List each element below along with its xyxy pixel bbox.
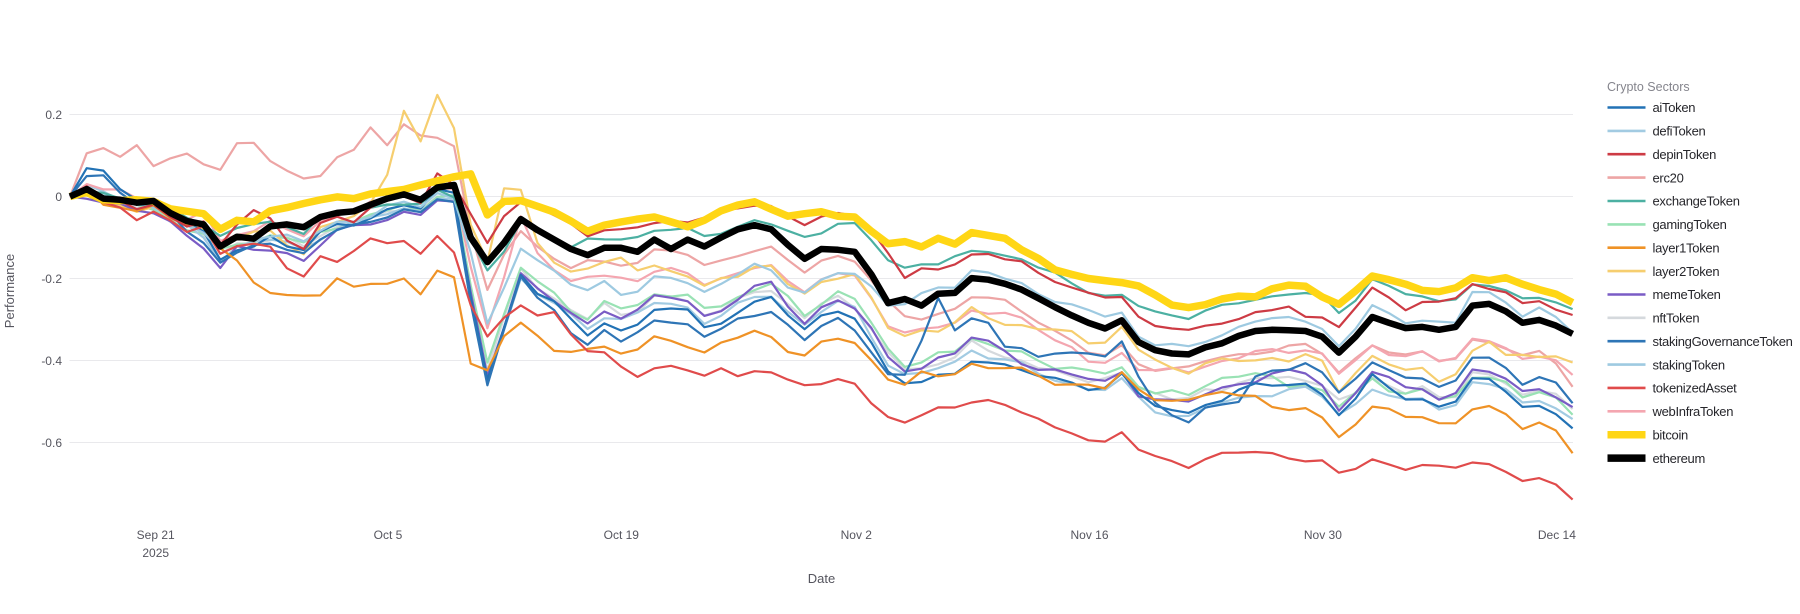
svg-text:-0.2: -0.2 (41, 272, 62, 286)
svg-text:nftToken: nftToken (1653, 311, 1700, 326)
svg-text:0: 0 (55, 190, 62, 204)
svg-text:Date: Date (808, 571, 835, 586)
svg-text:bitcoin: bitcoin (1653, 427, 1689, 442)
svg-text:2025: 2025 (142, 546, 169, 560)
svg-text:-0.4: -0.4 (41, 354, 62, 368)
svg-text:Dec 14: Dec 14 (1538, 528, 1576, 542)
svg-text:tokenizedAsset: tokenizedAsset (1653, 381, 1738, 396)
svg-text:Oct 5: Oct 5 (374, 528, 403, 542)
svg-text:Crypto Sectors: Crypto Sectors (1607, 80, 1690, 94)
svg-text:memeToken: memeToken (1653, 287, 1721, 302)
svg-text:erc20: erc20 (1653, 170, 1684, 185)
svg-text:gamingToken: gamingToken (1653, 217, 1727, 232)
svg-text:layer2Token: layer2Token (1653, 264, 1720, 279)
svg-text:Performance: Performance (2, 254, 17, 328)
svg-text:Nov 16: Nov 16 (1070, 528, 1108, 542)
svg-text:layer1Token: layer1Token (1653, 240, 1720, 255)
svg-text:-0.6: -0.6 (41, 436, 62, 450)
svg-text:0.2: 0.2 (45, 108, 62, 122)
svg-text:Sep 21: Sep 21 (137, 528, 175, 542)
svg-text:exchangeToken: exchangeToken (1653, 194, 1740, 209)
svg-text:Nov 30: Nov 30 (1304, 528, 1342, 542)
svg-text:stakingToken: stakingToken (1653, 357, 1725, 372)
svg-text:ethereum: ethereum (1653, 451, 1706, 466)
svg-text:Oct 19: Oct 19 (604, 528, 640, 542)
svg-text:webInfraToken: webInfraToken (1652, 404, 1734, 419)
svg-text:aiToken: aiToken (1653, 100, 1696, 115)
svg-text:Nov 2: Nov 2 (841, 528, 873, 542)
svg-text:defiToken: defiToken (1653, 124, 1706, 139)
svg-text:depinToken: depinToken (1653, 147, 1717, 162)
svg-text:stakingGovernanceToken: stakingGovernanceToken (1653, 334, 1793, 349)
